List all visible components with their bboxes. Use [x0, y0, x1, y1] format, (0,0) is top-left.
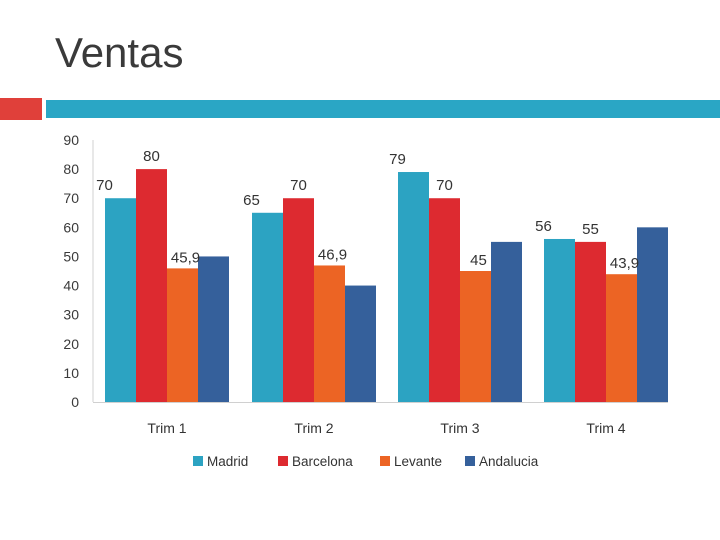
y-tick-label: 80	[63, 161, 79, 177]
bar-barcelona-1	[136, 169, 167, 402]
bar-madrid-3	[398, 172, 429, 402]
bar-andalucia-4	[637, 227, 668, 402]
y-tick-label: 60	[63, 219, 79, 235]
x-tick-label: Trim 3	[440, 420, 479, 436]
data-label: 46,9	[318, 246, 347, 263]
y-tick-label: 50	[63, 248, 79, 264]
bar-andalucia-3	[491, 241, 522, 402]
bar-levante-4	[606, 274, 637, 402]
data-label: 65	[243, 192, 260, 209]
bar-levante-2	[314, 265, 345, 402]
data-label: 70	[290, 177, 307, 194]
x-tick-label: Trim 1	[147, 420, 186, 436]
bar-madrid-4	[544, 238, 575, 402]
bar-levante-3	[460, 271, 491, 402]
bar-barcelona-4	[575, 241, 606, 402]
y-tick-label: 70	[63, 190, 79, 206]
bar-levante-1	[167, 268, 198, 402]
x-tick-label: Trim 4	[586, 420, 625, 436]
legend-label-barcelona: Barcelona	[292, 454, 353, 469]
data-label: 79	[389, 151, 406, 168]
y-tick-label: 10	[63, 365, 79, 381]
y-tick-label: 20	[63, 336, 79, 352]
bar-barcelona-2	[283, 198, 314, 402]
data-label: 43,9	[610, 255, 639, 272]
bar-andalucia-1	[198, 256, 229, 402]
y-tick-label: 90	[63, 132, 79, 148]
data-label: 80	[143, 148, 160, 165]
bar-andalucia-2	[345, 285, 376, 402]
bar-madrid-2	[252, 212, 283, 402]
legend: Madrid Barcelona Levante Andalucia	[193, 454, 539, 469]
legend-label-madrid: Madrid	[207, 454, 248, 469]
data-labels: 70 80 45,9 65 70 46,9 79 70 45 56 55 43,9	[96, 148, 639, 272]
slide-title: Ventas	[55, 29, 184, 76]
legend-swatch-levante	[380, 456, 390, 466]
y-axis: 0 10 20 30 40 50 60 70 80 90	[63, 132, 94, 410]
data-label: 56	[535, 218, 552, 235]
legend-label-andalucia: Andalucia	[479, 454, 539, 469]
legend-label-levante: Levante	[394, 454, 442, 469]
data-label: 55	[582, 221, 599, 238]
bar-madrid-1	[105, 198, 136, 402]
header-accent-teal	[46, 100, 720, 118]
legend-swatch-barcelona	[278, 456, 288, 466]
data-label: 45,9	[171, 249, 200, 266]
data-label: 70	[436, 177, 453, 194]
x-axis: Trim 1 Trim 2 Trim 3 Trim 4	[93, 402, 668, 436]
data-label: 70	[96, 177, 113, 194]
legend-swatch-madrid	[193, 456, 203, 466]
data-label: 45	[470, 252, 487, 269]
y-tick-label: 0	[71, 394, 79, 410]
bar-barcelona-3	[429, 198, 460, 402]
legend-swatch-andalucia	[465, 456, 475, 466]
y-tick-label: 40	[63, 278, 79, 294]
header-accent-red	[0, 98, 42, 120]
bars	[105, 169, 668, 402]
x-tick-label: Trim 2	[294, 420, 333, 436]
y-tick-label: 30	[63, 307, 79, 323]
